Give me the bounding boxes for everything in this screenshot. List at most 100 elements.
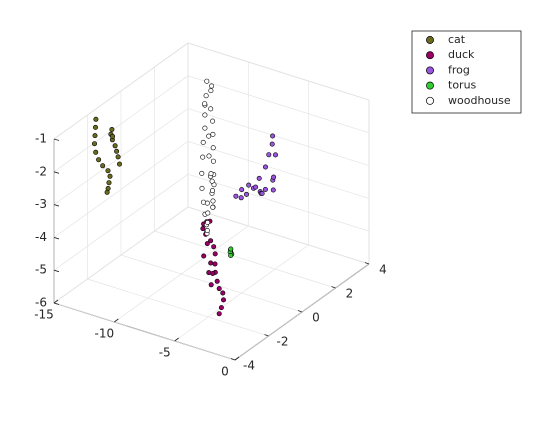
z-tick-label: -2 xyxy=(35,164,47,178)
z-tick-label: -4 xyxy=(35,230,47,244)
z-tick-mark xyxy=(53,236,60,240)
point-cat xyxy=(105,168,111,174)
y-tick-mark xyxy=(364,262,370,265)
point-woodhouse xyxy=(204,78,210,84)
z-tick-mark xyxy=(53,302,60,305)
point-duck xyxy=(216,286,222,292)
point-woodhouse xyxy=(210,188,216,194)
legend-label-cat: cat xyxy=(448,33,466,46)
grid-line-z-back xyxy=(187,42,370,101)
legend-marker-cat xyxy=(426,36,434,44)
legend-marker-duck xyxy=(426,51,434,60)
point-frog xyxy=(238,195,244,201)
series-torus xyxy=(227,246,235,259)
data-points xyxy=(92,78,278,317)
grid-line-y-floor xyxy=(53,302,236,361)
point-woodhouse xyxy=(210,131,216,137)
point-duck xyxy=(208,282,214,288)
x-tick-label: -5 xyxy=(159,346,171,360)
point-cat xyxy=(117,161,123,167)
point-cat xyxy=(92,141,98,147)
legend-label-woodhouse: woodhouse xyxy=(448,94,511,107)
point-woodhouse xyxy=(208,88,214,94)
point-woodhouse xyxy=(209,178,215,184)
point-duck xyxy=(208,238,214,244)
point-cat xyxy=(93,124,99,130)
grid-line-z-back xyxy=(187,141,370,199)
z-tick-mark xyxy=(53,204,60,207)
point-duck xyxy=(208,260,214,266)
legend-label-duck: duck xyxy=(448,48,475,61)
point-frog xyxy=(271,174,277,180)
point-duck xyxy=(216,311,222,317)
z-tick-label: -6 xyxy=(35,296,47,310)
grid-line-y-floor xyxy=(154,230,336,289)
point-woodhouse xyxy=(206,133,212,139)
grid-line-y-floor xyxy=(87,278,269,337)
point-woodhouse xyxy=(209,83,215,89)
point-duck xyxy=(218,305,224,311)
point-duck xyxy=(220,290,226,296)
y-tick-label: -4 xyxy=(243,359,255,373)
y-tick-mark xyxy=(230,358,236,361)
point-woodhouse xyxy=(199,170,205,176)
point-woodhouse xyxy=(204,200,210,206)
point-woodhouse xyxy=(200,139,206,145)
point-frog xyxy=(266,152,272,158)
point-cat xyxy=(92,133,98,139)
point-frog xyxy=(246,182,252,188)
point-duck xyxy=(204,241,210,247)
y-tick-label: 2 xyxy=(346,287,354,301)
grid-line-y-floor xyxy=(187,206,370,265)
point-frog xyxy=(239,187,245,193)
point-frog xyxy=(262,164,268,170)
point-woodhouse xyxy=(208,171,214,177)
point-cat xyxy=(115,154,121,160)
point-woodhouse xyxy=(206,153,212,159)
grid-line-z-left xyxy=(53,42,189,140)
series-frog xyxy=(233,133,278,201)
point-frog xyxy=(272,152,278,158)
x-tick-label: 0 xyxy=(221,365,229,379)
point-woodhouse xyxy=(202,112,208,118)
z-tick-label: -3 xyxy=(35,197,47,211)
point-frog xyxy=(262,187,268,193)
point-frog xyxy=(270,187,276,193)
tick-labels: -6 -5 -4 -3 -2 -1 -15 -10 -5 0 -4 -2 0 2 4 xyxy=(34,132,387,379)
point-woodhouse xyxy=(200,154,206,160)
point-duck xyxy=(212,251,218,257)
point-cat xyxy=(93,116,99,122)
grid-lines xyxy=(53,42,370,361)
grid-line-z-back xyxy=(187,108,370,166)
point-cat xyxy=(100,163,106,169)
x-tick-mark xyxy=(174,337,179,342)
y-tick-label: 0 xyxy=(312,311,320,325)
point-woodhouse xyxy=(203,93,209,99)
legend-label-frog: frog xyxy=(448,63,470,76)
point-woodhouse xyxy=(210,145,216,151)
legend-label-torus: torus xyxy=(448,79,477,92)
point-cat xyxy=(112,143,118,149)
y-tick-label: 4 xyxy=(379,263,387,277)
point-frog xyxy=(233,193,239,199)
point-torus xyxy=(228,253,234,259)
point-cat xyxy=(93,149,99,155)
grid-line-z-left xyxy=(53,75,189,173)
z-tick-label: -5 xyxy=(35,263,47,277)
point-torus xyxy=(228,246,234,252)
point-cat xyxy=(107,173,113,179)
point-frog xyxy=(270,133,276,139)
legend-marker-woodhouse xyxy=(426,96,434,105)
x-tick-mark xyxy=(234,356,240,361)
point-frog xyxy=(269,141,275,147)
point-cat xyxy=(106,180,112,186)
point-woodhouse xyxy=(210,158,216,164)
series-cat xyxy=(92,116,123,195)
series-woodhouse xyxy=(199,78,217,237)
z-tick-mark xyxy=(53,269,60,273)
x-tick-mark xyxy=(114,318,119,323)
point-cat xyxy=(109,127,115,133)
point-duck xyxy=(201,253,207,259)
point-duck xyxy=(200,226,206,232)
